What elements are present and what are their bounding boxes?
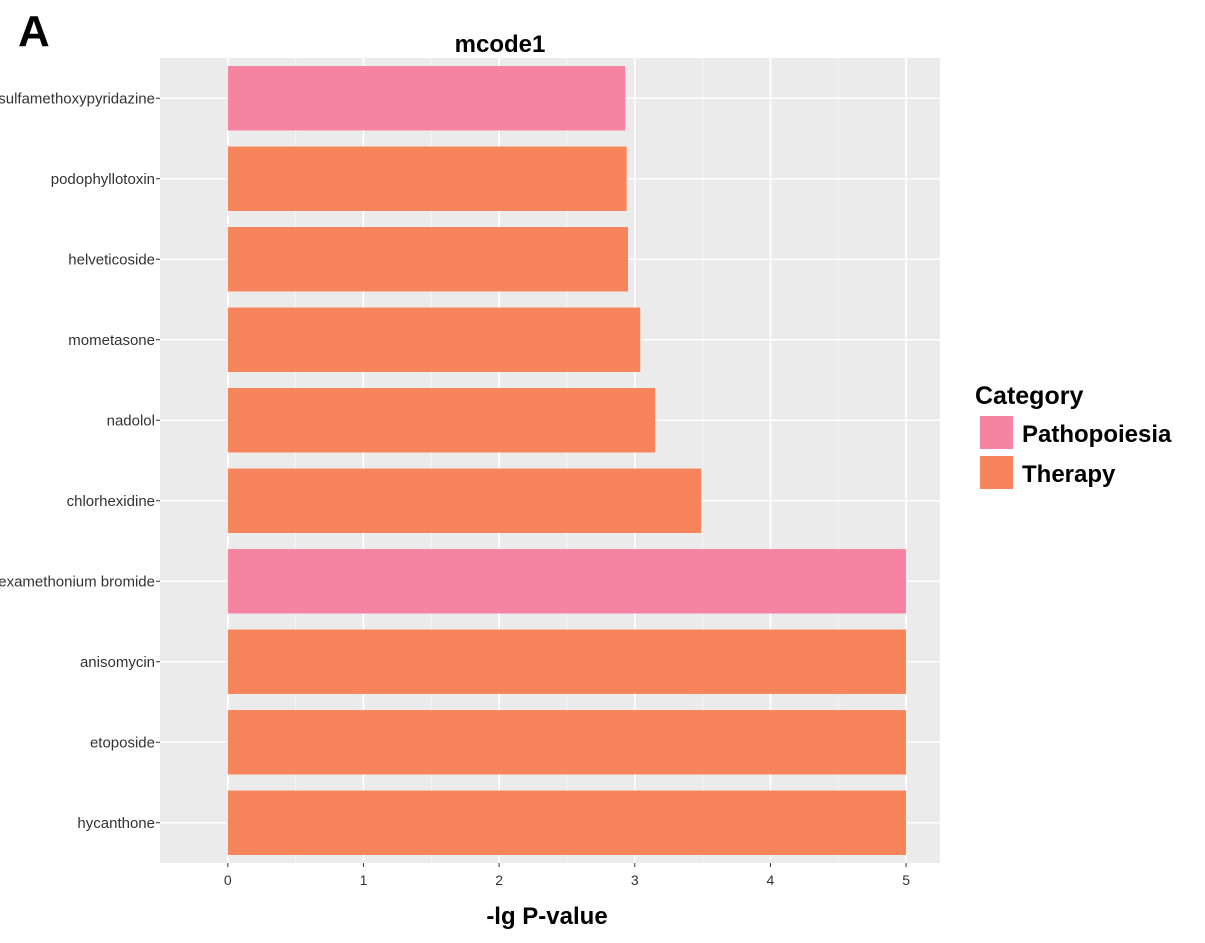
bars <box>227 66 907 855</box>
legend-label: Pathopoiesia <box>1022 421 1172 448</box>
legend-swatch <box>980 456 1013 489</box>
x-tick-label: 0 <box>224 872 232 888</box>
x-tick-label: 4 <box>767 872 775 888</box>
y-tick-label: hycanthone <box>77 815 155 832</box>
bar <box>227 710 907 775</box>
y-tick-label: chlorhexidine <box>67 493 155 510</box>
y-tick-label: mometasone <box>68 332 155 349</box>
y-tick-label: nadolol <box>107 412 155 429</box>
y-tick-label: helveticoside <box>68 251 155 268</box>
x-axis-label: -lg P-value <box>486 903 607 930</box>
legend: Category Pathopoiesia Therapy <box>975 382 1172 489</box>
bar <box>227 790 907 855</box>
x-tick-label: 1 <box>360 872 368 888</box>
x-tick-label: 5 <box>902 872 910 888</box>
y-axis: sulfamethoxypyridazine podophyllotoxin hel… <box>0 90 160 832</box>
y-tick-label: anisomycin <box>80 654 155 671</box>
legend-label: Therapy <box>1022 461 1116 488</box>
y-tick-label: sulfamethoxypyridazine <box>0 90 155 107</box>
bar <box>227 307 641 372</box>
bar <box>227 227 628 292</box>
bar <box>227 549 907 614</box>
x-axis: 0 1 2 3 4 5 <box>224 863 910 888</box>
x-tick-label: 2 <box>495 872 503 888</box>
bar <box>227 146 627 211</box>
bar <box>227 388 656 453</box>
y-tick-label: podophyllotoxin <box>51 171 155 188</box>
legend-swatch <box>980 416 1013 449</box>
y-tick-label: etoposide <box>90 734 155 751</box>
x-tick-label: 3 <box>631 872 639 888</box>
bar <box>227 66 626 131</box>
legend-title: Category <box>975 382 1083 410</box>
y-tick-label: hexamethonium bromide <box>0 573 155 590</box>
panel-letter: A <box>18 7 50 56</box>
bar <box>227 468 702 533</box>
chart-title: mcode1 <box>455 31 546 58</box>
bar <box>227 629 907 694</box>
